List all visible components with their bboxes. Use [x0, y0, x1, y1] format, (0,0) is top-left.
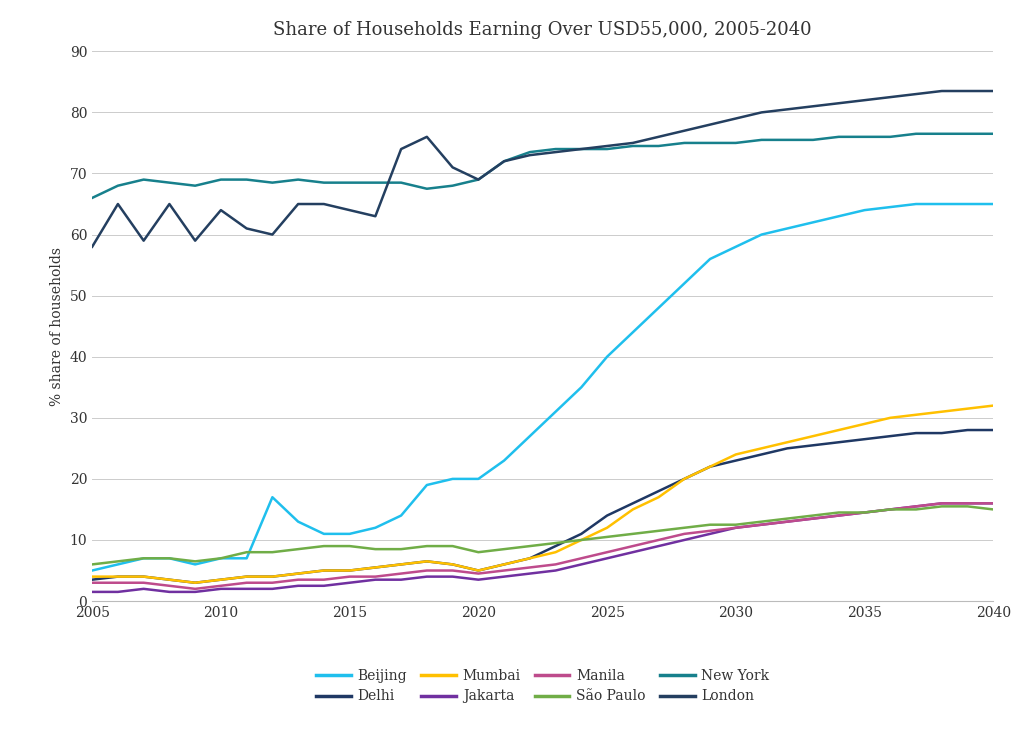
Legend: Beijing, Delhi, Mumbai, Jakarta, Manila, São Paulo, New York, London: Beijing, Delhi, Mumbai, Jakarta, Manila,…: [310, 663, 775, 709]
Y-axis label: % share of households: % share of households: [50, 247, 65, 405]
Title: Share of Households Earning Over USD55,000, 2005-2040: Share of Households Earning Over USD55,0…: [273, 21, 812, 39]
